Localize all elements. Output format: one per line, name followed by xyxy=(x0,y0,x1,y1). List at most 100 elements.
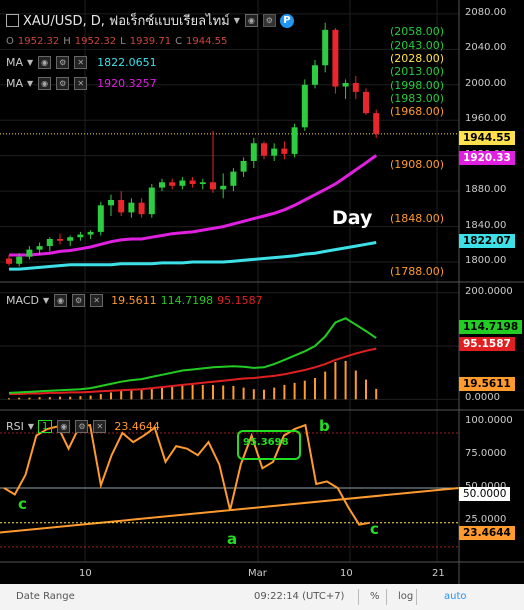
eye-icon[interactable]: ◉ xyxy=(38,56,52,69)
chevron-down-icon[interactable]: ▼ xyxy=(42,296,50,305)
timeframe-annotation: Day xyxy=(332,207,373,229)
chevron-down-icon[interactable]: ▼ xyxy=(27,79,34,88)
ma-slow-line xyxy=(9,241,377,271)
auto-toggle[interactable]: auto xyxy=(444,591,467,602)
fib-level-label: (1908.00) xyxy=(390,158,445,172)
candle-bearish xyxy=(352,83,359,92)
macd-histogram-bar xyxy=(293,382,296,400)
axis-corner xyxy=(459,562,524,584)
rsi-callout-box xyxy=(237,430,301,460)
rsi-axis[interactable]: 100.0000 75.0000 50.0000 25.0000 xyxy=(459,410,524,562)
macd-hist-tag: 19.5611 xyxy=(459,377,515,391)
macd-signal-line xyxy=(9,347,377,395)
macd-histogram-bar xyxy=(242,387,245,400)
settings-icon[interactable]: ⚙ xyxy=(56,77,70,90)
macd-histogram-bar xyxy=(161,387,163,400)
candle-bullish xyxy=(199,182,206,185)
macd-signal-value: 95.1587 xyxy=(217,294,263,307)
publish-badge[interactable]: P xyxy=(279,13,294,28)
candle-bearish xyxy=(6,258,12,264)
eye-icon[interactable]: ◉ xyxy=(244,14,258,27)
time-axis[interactable]: 10 Mar 10 21 xyxy=(0,562,459,584)
close-icon[interactable]: ✕ xyxy=(90,294,104,307)
chevron-down-icon[interactable]: ▼ xyxy=(27,58,34,67)
clock-display[interactable]: 09:22:14 (UTC+7) xyxy=(254,591,345,602)
candle-bearish xyxy=(281,148,288,154)
candle-bearish xyxy=(169,182,176,186)
high-key: H xyxy=(63,36,71,47)
ma1-value: 1822.0651 xyxy=(97,56,157,69)
candle-bearish xyxy=(138,202,145,215)
eye-icon[interactable]: ◉ xyxy=(57,420,71,433)
macd-histogram-bar xyxy=(191,384,194,400)
settings-icon[interactable]: ⚙ xyxy=(56,56,70,69)
rsi-tick: 100.0000 xyxy=(465,415,513,427)
collapse-icon[interactable] xyxy=(6,14,19,27)
macd-histogram-bar xyxy=(28,397,31,400)
rsi-tick: 50.0000 xyxy=(465,481,506,492)
macd-histogram-bar xyxy=(59,396,61,400)
close-icon[interactable]: ✕ xyxy=(74,56,88,69)
eye-icon[interactable]: ◉ xyxy=(54,294,68,307)
rsi-label: RSI xyxy=(6,420,24,433)
ma-fast-legend[interactable]: MA ▼ ◉ ⚙ ✕ 1822.0651 xyxy=(6,56,157,69)
rsi-value: 23.4644 xyxy=(114,420,160,433)
high-value: 1952.32 xyxy=(74,36,117,47)
candle-bullish xyxy=(271,148,278,156)
settings-icon[interactable]: ⚙ xyxy=(262,14,276,27)
macd-signal-tag: 95.1587 xyxy=(459,337,515,351)
candle-bullish xyxy=(87,231,94,235)
rsi-length-badge[interactable]: 1 xyxy=(38,420,53,433)
ma-fast-tag: 1920.33 xyxy=(459,151,515,165)
ma2-label: MA xyxy=(6,77,24,90)
time-tick: 10 xyxy=(340,568,353,579)
macd-histogram-bar xyxy=(8,398,10,400)
macd-histogram-bar xyxy=(18,397,21,400)
macd-hist-value: 19.5611 xyxy=(111,294,157,307)
macd-histogram-bar xyxy=(334,362,337,400)
candle-bullish xyxy=(148,187,155,215)
rsi-callout-value: 95.3698 xyxy=(243,437,289,448)
close-icon[interactable]: ✕ xyxy=(93,420,107,433)
chart-canvas[interactable] xyxy=(0,0,524,584)
ohlc-values: O 1952.32 H 1952.32 L 1939.71 C 1944.55 xyxy=(6,36,227,47)
candle-bearish xyxy=(363,91,369,114)
candle-bearish xyxy=(210,182,216,190)
rsi-mid-tag: 50.0000 xyxy=(459,487,511,501)
candle-bearish xyxy=(332,29,339,87)
candle-bullish xyxy=(220,185,227,190)
macd-histogram-bar xyxy=(150,388,153,400)
rsi-legend[interactable]: RSI ▼ 1 ◉ ⚙ ✕ 23.4644 xyxy=(6,420,160,433)
wave-label-c-left: c xyxy=(18,495,27,513)
percent-toggle[interactable]: % xyxy=(370,591,380,602)
rsi-line xyxy=(3,423,371,526)
log-toggle[interactable]: log xyxy=(398,591,414,602)
time-tick: 10 xyxy=(79,568,92,579)
candle-bullish xyxy=(77,234,84,238)
macd-histogram-bar xyxy=(283,384,286,400)
price-tick: 1840.00 xyxy=(465,219,507,231)
open-key: O xyxy=(6,36,14,47)
settings-icon[interactable]: ⚙ xyxy=(75,420,89,433)
macd-histogram-bar xyxy=(201,384,204,400)
rsi-pane xyxy=(0,423,460,548)
candle-bullish xyxy=(36,246,43,250)
settings-icon[interactable]: ⚙ xyxy=(72,294,86,307)
ma-slow-legend[interactable]: MA ▼ ◉ ⚙ ✕ 1920.3257 xyxy=(6,77,157,90)
eye-icon[interactable]: ◉ xyxy=(38,77,52,90)
low-key: L xyxy=(120,36,126,47)
ma-slow-tag: 1822.07 xyxy=(459,234,515,248)
macd-histogram-bar xyxy=(324,371,327,400)
chevron-down-icon[interactable]: ▼ xyxy=(27,422,35,431)
candle-bullish xyxy=(159,182,165,188)
chevron-down-icon[interactable]: ▼ xyxy=(233,16,240,25)
symbol-title[interactable]: XAU/USD, D, ฟอเร็กซ์แบบเรียลไทม์ xyxy=(23,14,230,29)
close-icon[interactable]: ✕ xyxy=(74,77,88,90)
price-tick: 1800.00 xyxy=(465,255,507,267)
candle-bullish xyxy=(97,205,104,232)
macd-legend[interactable]: MACD ▼ ◉ ⚙ ✕ 19.5611 114.7198 95.1587 xyxy=(6,294,263,307)
macd-histogram-bar xyxy=(89,395,92,400)
date-range-button[interactable]: Date Range xyxy=(16,591,75,602)
macd-pane xyxy=(0,292,459,400)
macd-histogram-bar xyxy=(232,386,235,400)
